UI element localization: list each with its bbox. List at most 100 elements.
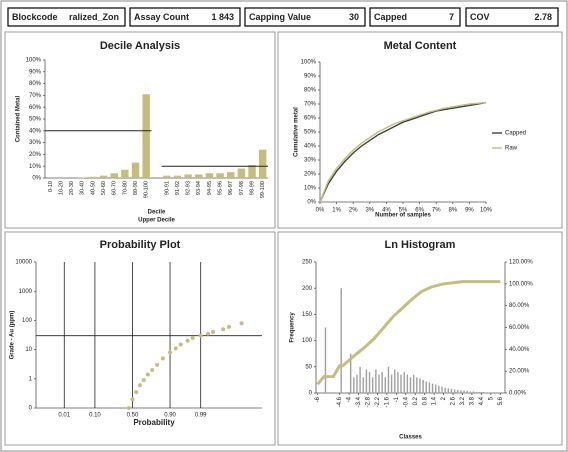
y-tick-label: 1 <box>29 376 33 382</box>
bar <box>438 385 440 393</box>
bar <box>173 175 182 178</box>
bar <box>121 169 129 178</box>
y-tick-label: 30% <box>304 158 317 164</box>
bar <box>475 391 478 393</box>
bar <box>371 377 374 393</box>
bar <box>469 391 472 393</box>
bar <box>488 392 490 393</box>
y-tick-label: 100.00% <box>509 281 533 287</box>
y-tick-label: 50% <box>304 130 317 136</box>
panel <box>4 231 276 446</box>
x-tick-label: 30-40 <box>80 181 86 195</box>
x-tick-label: 99-100 <box>260 181 266 198</box>
bar <box>419 378 421 393</box>
point <box>130 397 135 402</box>
bar <box>381 372 383 393</box>
point <box>126 406 131 410</box>
y-tick-label: 40% <box>304 144 317 150</box>
bar <box>472 391 475 393</box>
y-tick-label: 20% <box>29 152 42 158</box>
point <box>239 321 244 326</box>
x-tick-label: -1 <box>394 396 400 402</box>
y-tick-label: 90% <box>304 74 317 80</box>
point <box>168 350 173 355</box>
x-tick-label: 91-92 <box>175 181 181 195</box>
bar <box>78 177 87 178</box>
x-tick-label: 80-90 <box>133 181 139 195</box>
y-tick-label: 0 <box>309 391 313 397</box>
x-tick-label: 94-95 <box>207 181 213 195</box>
x-tick-label: 96-97 <box>228 181 234 195</box>
bar <box>110 173 118 178</box>
field-label: Blockcode <box>12 12 58 22</box>
x-tick-label: 10% <box>480 208 493 214</box>
bar <box>447 388 450 393</box>
bar <box>428 382 431 393</box>
x-tick-label: -4.6 <box>337 396 343 407</box>
bar <box>390 374 393 393</box>
x-axis-label: Decile <box>148 210 166 216</box>
y-tick-label: 0 <box>29 406 33 412</box>
x-tick-label: -6 <box>315 396 321 402</box>
bar <box>460 390 462 393</box>
y-tick-label: 80.00% <box>509 303 530 309</box>
bar <box>431 383 434 393</box>
bar <box>184 174 192 178</box>
field-label: COV <box>470 12 490 22</box>
y-tick-label: 70% <box>304 102 317 108</box>
x-tick-label: 60-70 <box>112 181 118 195</box>
point <box>185 338 190 343</box>
y-tick-label: 30% <box>29 140 42 146</box>
bar <box>131 162 140 178</box>
legend-label: Raw <box>505 146 518 152</box>
x-tick-label: 0.8 <box>422 396 428 405</box>
y-tick-label: 50 <box>305 364 312 370</box>
field-box <box>7 7 126 27</box>
x-tick-label: 5% <box>399 208 408 214</box>
field-value: 7 <box>449 12 454 22</box>
bar <box>378 374 380 393</box>
field-label: Assay Count <box>134 12 189 22</box>
x-tick-label: 20-30 <box>69 181 75 195</box>
bar <box>403 372 405 393</box>
x-axis-label: Classes <box>399 435 422 441</box>
series-line <box>319 101 487 203</box>
bar <box>482 391 484 393</box>
x-tick-label: 0.2 <box>413 396 419 405</box>
y-tick-label: 10% <box>304 186 317 192</box>
field-value: 1 843 <box>211 12 234 22</box>
bar <box>425 381 427 393</box>
y-tick-label: 100% <box>26 58 42 64</box>
x-axis-label: Upper Decile <box>138 218 175 224</box>
bar <box>359 366 361 393</box>
x-tick-label: 97-98 <box>239 181 245 195</box>
y-tick-label: 20% <box>304 172 317 178</box>
x-tick-label: -0.4 <box>403 396 409 407</box>
y-tick-label: 200 <box>302 286 313 292</box>
x-tick-label: 2.6 <box>451 396 457 405</box>
bar <box>89 176 97 178</box>
x-tick-label: 70-80 <box>122 181 128 195</box>
y-tick-label: 100% <box>301 60 317 66</box>
x-tick-label: -2.2 <box>375 396 381 407</box>
chart-title: Metal Content <box>384 40 457 52</box>
point <box>160 356 165 361</box>
field-box <box>465 7 559 27</box>
bar <box>365 369 368 393</box>
bar <box>353 377 355 393</box>
x-tick-label: 7% <box>432 208 441 214</box>
bar <box>479 391 481 393</box>
point <box>190 335 195 340</box>
point <box>141 378 146 383</box>
bar <box>205 173 214 178</box>
bar <box>463 390 465 393</box>
x-tick-label: 95-96 <box>218 181 224 195</box>
bar <box>226 172 235 178</box>
point <box>137 383 142 388</box>
field-box <box>244 7 366 27</box>
bar <box>491 392 494 393</box>
y-tick-label: 20.00% <box>509 369 530 375</box>
field-label: Capped <box>374 12 407 22</box>
bar <box>444 387 446 393</box>
bar <box>422 379 424 393</box>
